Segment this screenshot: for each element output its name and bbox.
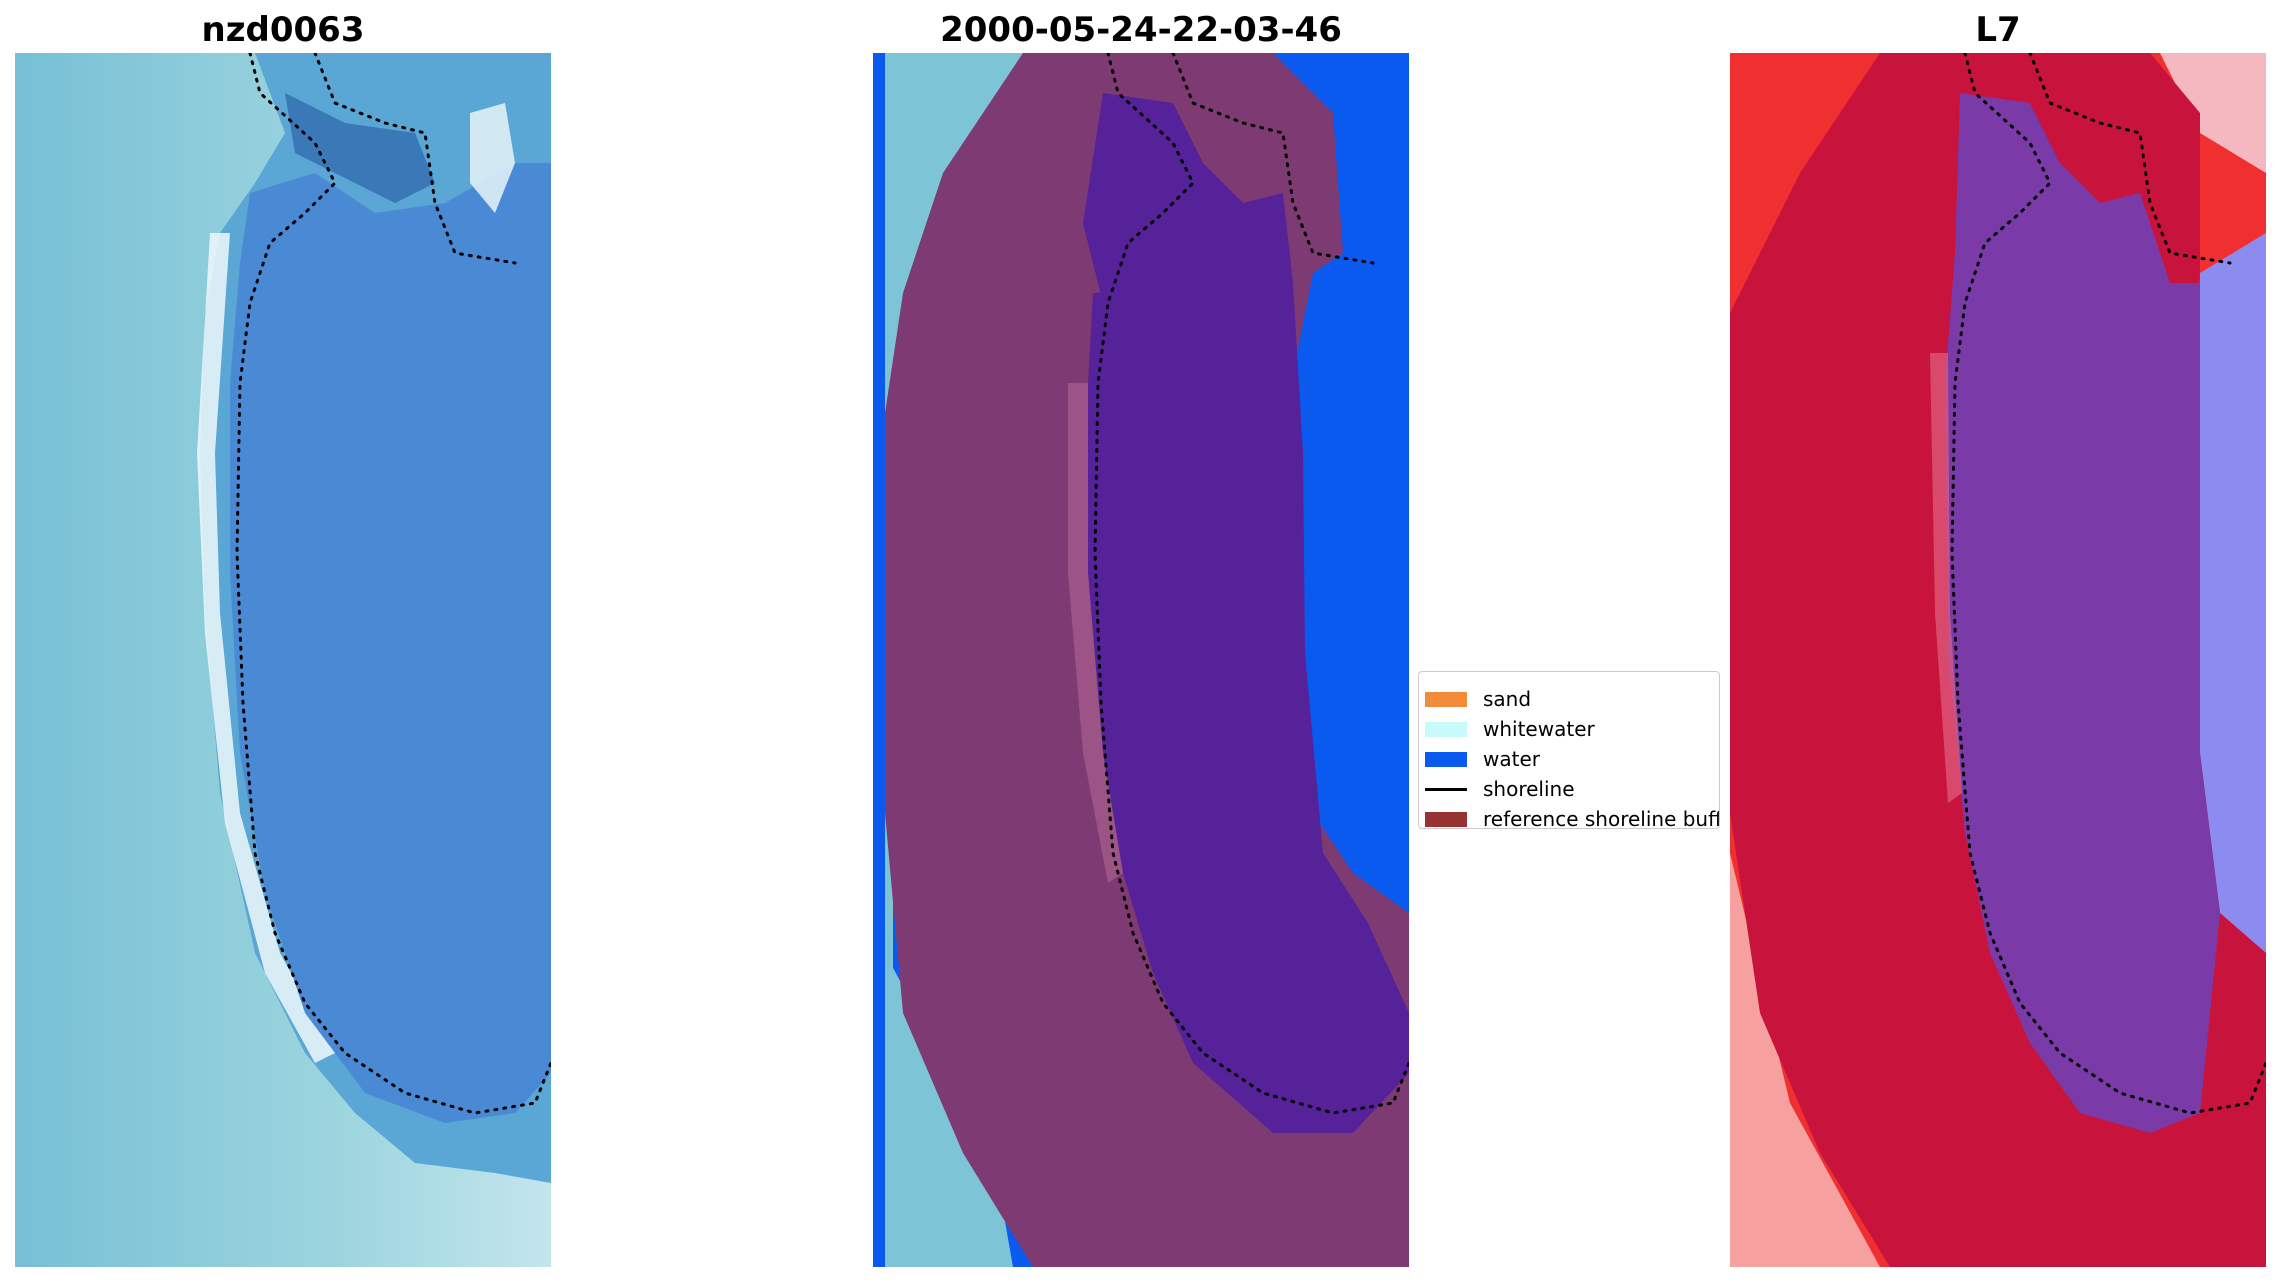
legend-label: water xyxy=(1483,747,1540,771)
legend-item-sand: sand xyxy=(1425,684,1531,714)
legend-item-whitewater: whitewater xyxy=(1425,714,1595,744)
legend-item-reference-buffer: reference shoreline buff xyxy=(1425,804,1720,829)
legend-label: shoreline xyxy=(1483,777,1575,801)
panel-title-index: L7 xyxy=(1975,10,2021,50)
sand-swatch xyxy=(1425,691,1467,707)
legend-item-water: water xyxy=(1425,744,1540,774)
shoreline-line-swatch xyxy=(1425,787,1467,791)
legend-label: sand xyxy=(1483,687,1532,711)
legend-label: whitewater xyxy=(1483,717,1595,741)
panel-title-rgb: nzd0063 xyxy=(201,10,365,50)
classified-image-panel xyxy=(873,53,1409,1267)
water-swatch xyxy=(1425,751,1467,767)
whitewater-swatch xyxy=(1425,721,1467,737)
legend-item-shoreline: shoreline xyxy=(1425,774,1575,804)
rgb-image-panel xyxy=(15,53,551,1267)
legend: sand whitewater water shoreline referenc… xyxy=(1418,671,1720,829)
panel-title-classified: 2000-05-24-22-03-46 xyxy=(940,10,1342,50)
index-image-panel xyxy=(1730,53,2266,1267)
legend-label: reference shoreline buff xyxy=(1483,807,1720,829)
reference-buffer-swatch xyxy=(1425,811,1467,827)
